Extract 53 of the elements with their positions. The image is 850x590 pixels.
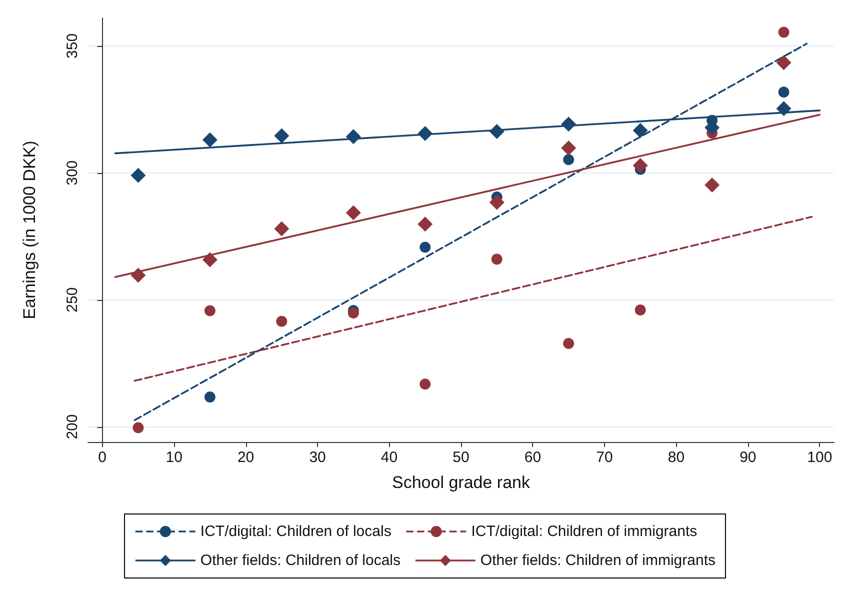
y-tick-label: 300	[64, 160, 81, 186]
legend-label: ICT/digital: Children of immigrants	[471, 523, 698, 540]
x-axis-title: School grade rank	[392, 473, 530, 492]
x-tick-label: 30	[309, 449, 326, 466]
x-tick-label: 80	[668, 449, 685, 466]
point	[420, 242, 431, 253]
point	[776, 55, 792, 70]
point	[418, 216, 433, 232]
point	[346, 129, 361, 144]
legend-label: ICT/digital: Children of locals	[200, 523, 392, 540]
point	[704, 178, 720, 193]
point	[632, 122, 648, 138]
point	[130, 168, 146, 183]
y-tick-label: 250	[64, 287, 81, 312]
x-tick-label: 40	[380, 449, 398, 466]
x-tick-label: 90	[740, 449, 756, 466]
point	[132, 422, 144, 434]
x-tick-label: 60	[524, 449, 542, 466]
point	[563, 338, 574, 349]
point	[778, 26, 790, 38]
y-axis-title: Earnings (in 1000 DKK)	[20, 140, 39, 320]
legend-label: Other fields: Children of immigrants	[480, 552, 716, 569]
y-tick-label: 350	[64, 33, 81, 58]
x-tick-label: 10	[166, 449, 182, 466]
x-tick-label: 20	[237, 449, 254, 466]
point	[489, 124, 504, 139]
point	[634, 304, 646, 316]
point	[420, 378, 431, 390]
point	[202, 252, 218, 268]
point	[204, 392, 216, 403]
point	[276, 316, 288, 327]
point	[348, 308, 359, 319]
point	[561, 116, 576, 132]
point	[632, 158, 648, 174]
point	[130, 268, 146, 283]
point	[563, 154, 574, 166]
x-tick-label: 0	[98, 449, 107, 466]
point	[776, 101, 792, 116]
x-tick-label: 50	[452, 449, 470, 466]
x-tick-label: 100	[807, 449, 832, 466]
point	[561, 140, 576, 156]
point	[491, 254, 502, 265]
point	[346, 205, 361, 220]
point	[489, 194, 504, 210]
point	[204, 305, 216, 316]
x-tick-label: 70	[596, 449, 613, 466]
point	[418, 126, 433, 142]
point	[274, 221, 290, 236]
y-tick-label: 200	[64, 414, 81, 440]
point	[202, 132, 218, 148]
point	[778, 86, 790, 98]
point	[274, 128, 290, 144]
legend-label: Other fields: Children of locals	[200, 552, 401, 569]
